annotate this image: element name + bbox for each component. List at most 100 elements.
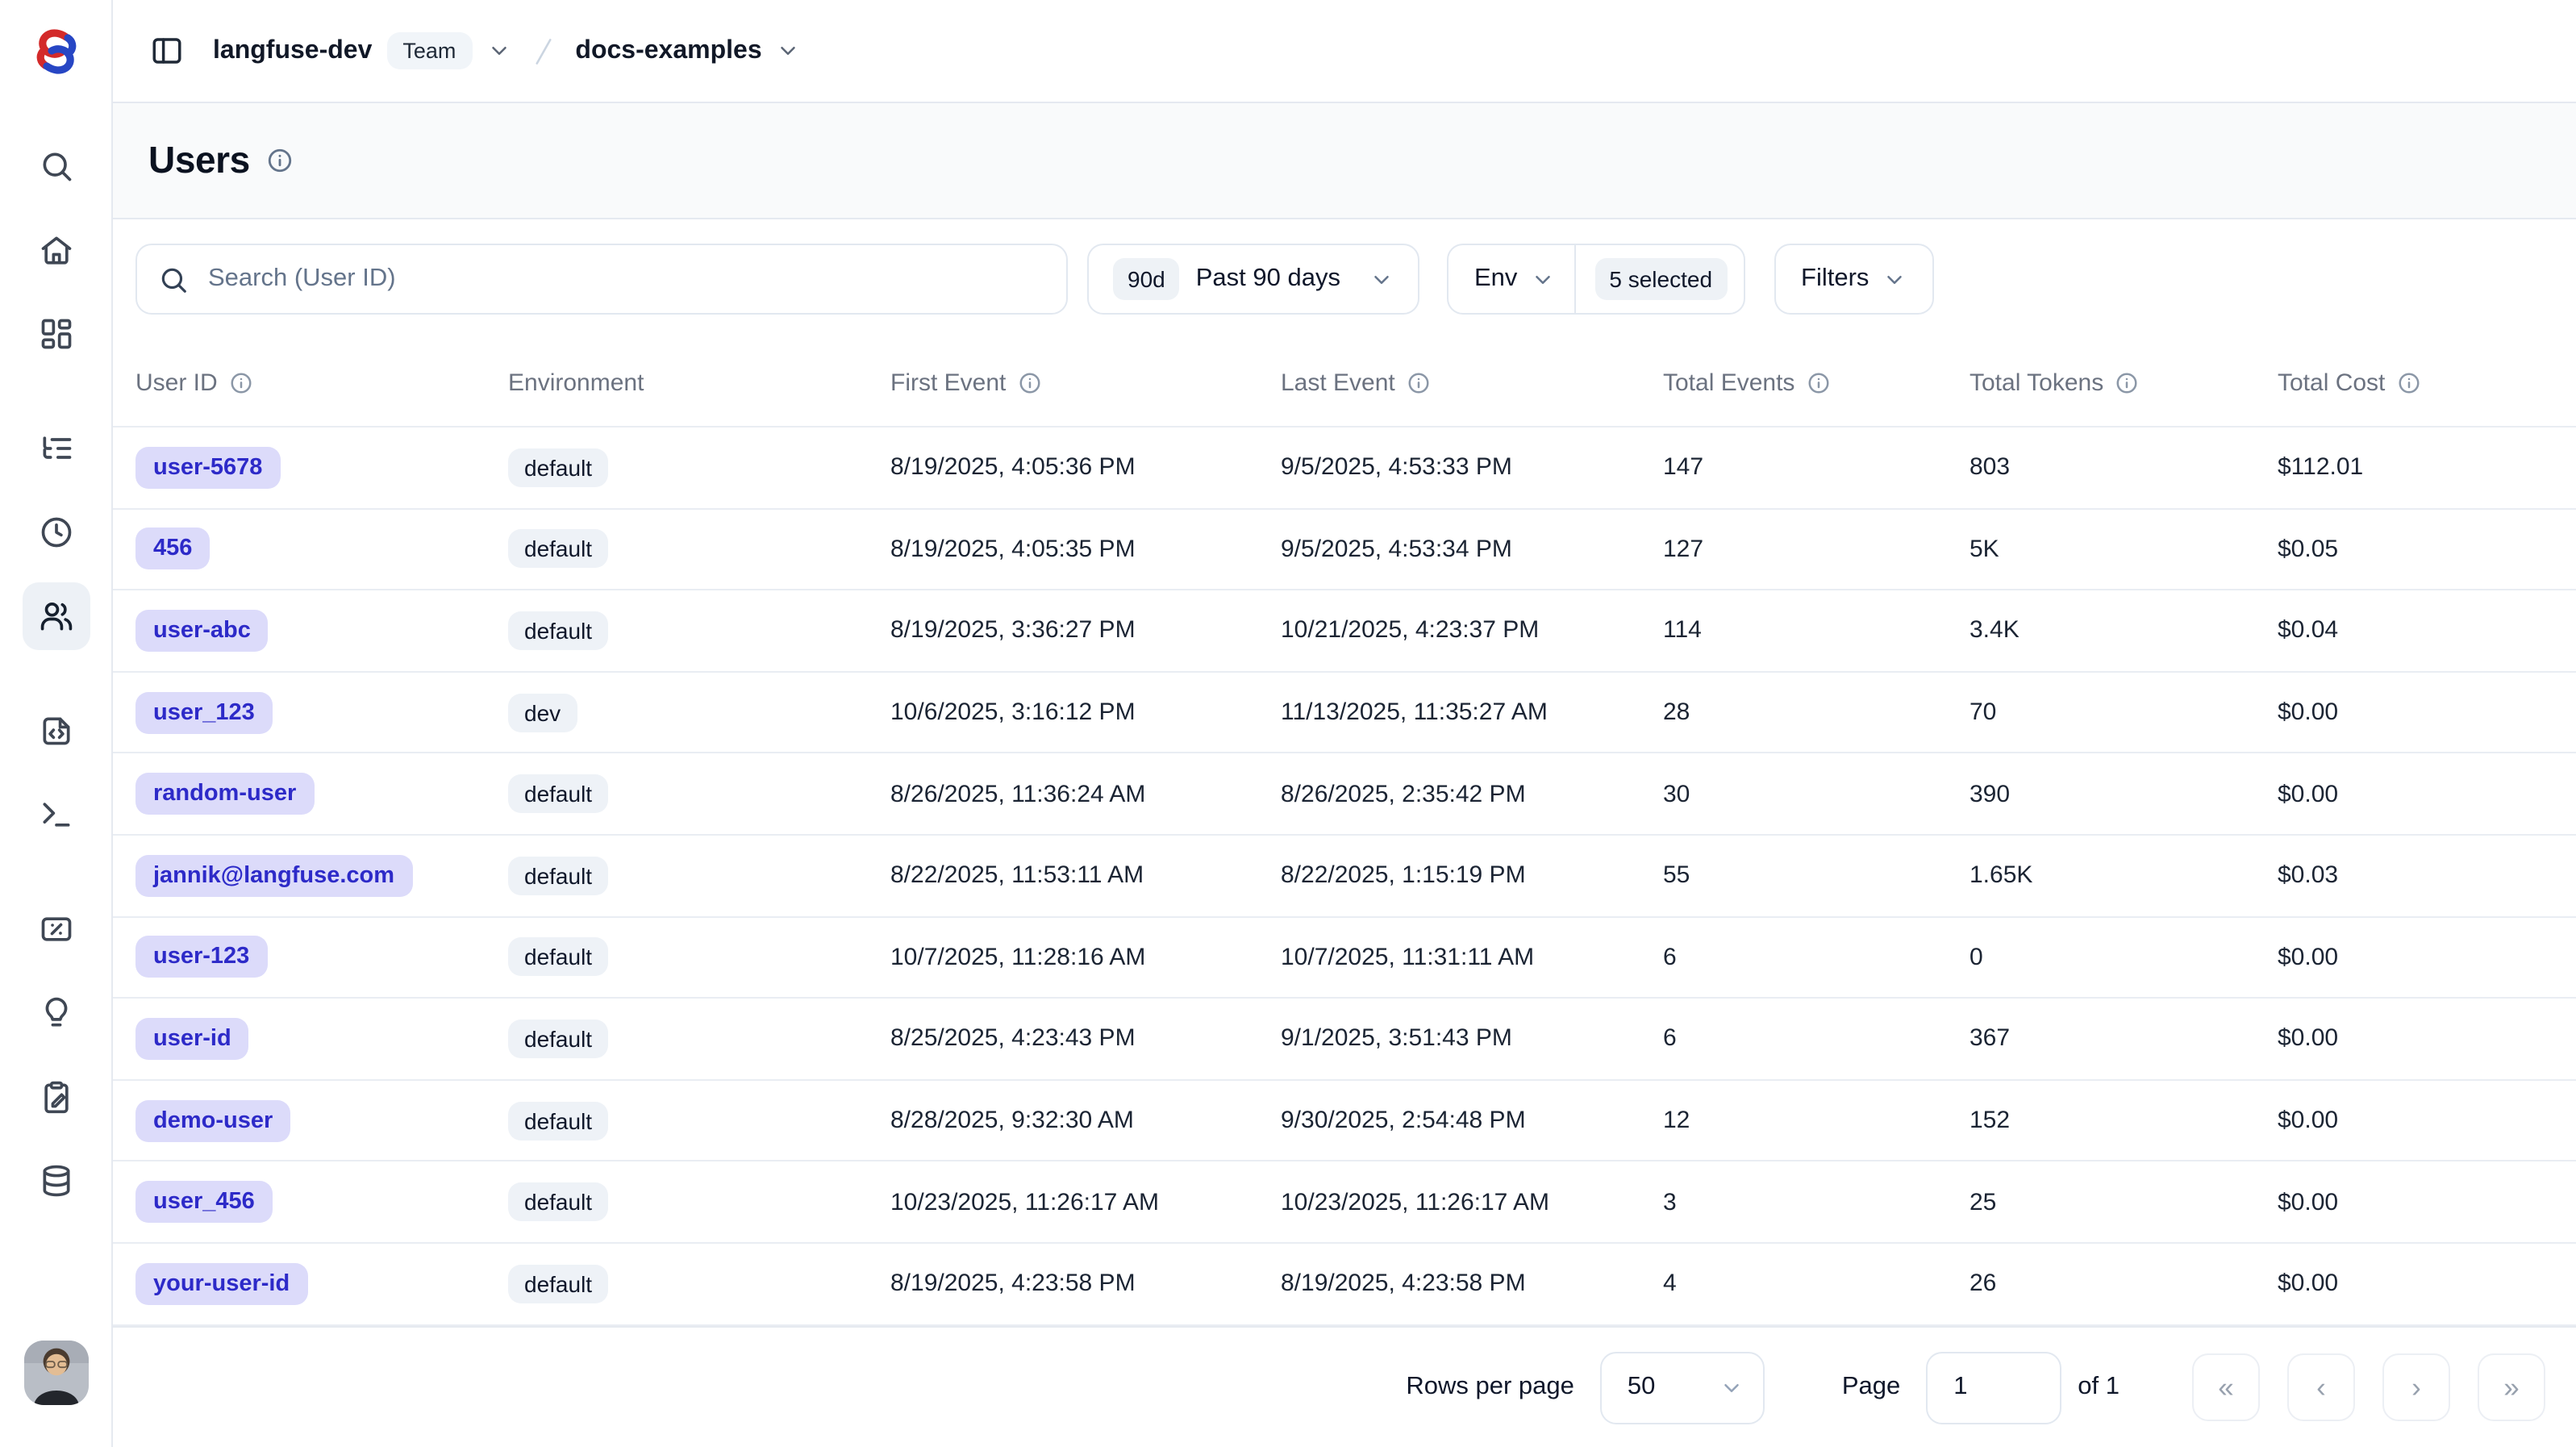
- environment-cell: default: [508, 448, 890, 487]
- scores-percent-icon: [38, 911, 73, 947]
- table-row[interactable]: jannik@langfuse.comdefault8/22/2025, 11:…: [113, 836, 2576, 917]
- user-id-cell: random-user: [113, 773, 508, 815]
- first-page-button[interactable]: «: [2192, 1353, 2260, 1421]
- langfuse-logo[interactable]: [0, 0, 111, 103]
- previous-page-button[interactable]: ‹: [2287, 1353, 2355, 1421]
- column-header-label: Environment: [508, 369, 644, 396]
- users-table: User IDEnvironmentFirst EventLast EventT…: [113, 339, 2576, 1326]
- datasets-database-icon: [38, 1163, 73, 1199]
- sidebar-item-insights[interactable]: [22, 979, 90, 1047]
- table-row[interactable]: your-user-iddefault8/19/2025, 4:23:58 PM…: [113, 1244, 2576, 1325]
- sidebar-item-users[interactable]: [22, 582, 90, 650]
- total-tokens-cell: 1.65K: [1970, 862, 2278, 890]
- sidebar-item-prompts[interactable]: [22, 697, 90, 765]
- total-cost-cell: $0.00: [2278, 944, 2576, 971]
- environment-badge: default: [508, 938, 608, 977]
- page-title-bar: Users: [113, 103, 2576, 219]
- total-cost-cell: $0.00: [2278, 1188, 2576, 1216]
- info-icon[interactable]: [229, 370, 253, 394]
- total-events-cell: 3: [1663, 1188, 1970, 1216]
- users-icon: [38, 598, 73, 634]
- table-row[interactable]: random-userdefault8/26/2025, 11:36:24 AM…: [113, 754, 2576, 836]
- total-tokens-cell: 70: [1970, 698, 2278, 726]
- sidebar-item-search[interactable]: [22, 132, 90, 200]
- info-icon[interactable]: [2396, 370, 2420, 394]
- environment-filter-button[interactable]: Env 5 selected: [1447, 244, 1744, 315]
- column-header-user-id: User ID: [113, 369, 508, 396]
- user-id-badge[interactable]: user-5678: [135, 447, 280, 489]
- search-box[interactable]: [135, 244, 1068, 315]
- info-icon[interactable]: [1806, 370, 1830, 394]
- search-icon: [158, 264, 189, 294]
- sidebar-item-evaluation[interactable]: [22, 1063, 90, 1131]
- column-header-total-tokens: Total Tokens: [1970, 369, 2278, 396]
- table-row[interactable]: demo-userdefault8/28/2025, 9:32:30 AM9/3…: [113, 1081, 2576, 1162]
- sidebar-item-dashboards[interactable]: [22, 300, 90, 368]
- table-row[interactable]: user-iddefault8/25/2025, 4:23:43 PM9/1/2…: [113, 999, 2576, 1080]
- date-range-button[interactable]: 90d Past 90 days: [1087, 244, 1419, 315]
- user-id-badge[interactable]: user-123: [135, 936, 267, 978]
- last-event-cell: 8/22/2025, 1:15:19 PM: [1281, 862, 1663, 890]
- user-id-badge[interactable]: user_456: [135, 1181, 273, 1223]
- last-event-cell: 9/1/2025, 3:51:43 PM: [1281, 1025, 1663, 1053]
- user-id-cell: user-id: [113, 1018, 508, 1060]
- breadcrumb: langfuse-dev Team docs-examples: [213, 32, 801, 69]
- rows-per-page-select[interactable]: 50: [1600, 1351, 1765, 1424]
- environment-selected-badge: 5 selected: [1594, 258, 1727, 300]
- table-row[interactable]: user-5678default8/19/2025, 4:05:36 PM9/5…: [113, 427, 2576, 509]
- table-row[interactable]: user-123default10/7/2025, 11:28:16 AM10/…: [113, 917, 2576, 999]
- table-header-row: User IDEnvironmentFirst EventLast EventT…: [113, 339, 2576, 427]
- user-id-cell: user-5678: [113, 447, 508, 489]
- org-name: langfuse-dev: [213, 36, 372, 65]
- info-icon[interactable]: [1407, 370, 1431, 394]
- last-event-cell: 9/30/2025, 2:54:48 PM: [1281, 1107, 1663, 1134]
- sidebar-item-scores[interactable]: [22, 895, 90, 963]
- first-event-cell: 10/23/2025, 11:26:17 AM: [890, 1188, 1281, 1216]
- sidebar-item-sessions[interactable]: [22, 498, 90, 566]
- page-number-input[interactable]: [1950, 1371, 2060, 1403]
- sidebar-item-home[interactable]: [22, 216, 90, 284]
- info-icon[interactable]: [1017, 370, 1041, 394]
- table-row[interactable]: user_456default10/23/2025, 11:26:17 AM10…: [113, 1162, 2576, 1244]
- column-header-total-cost: Total Cost: [2278, 369, 2576, 396]
- column-header-label: Last Event: [1281, 369, 1395, 396]
- sidebar-item-playground[interactable]: [22, 781, 90, 849]
- last-page-button[interactable]: »: [2478, 1353, 2545, 1421]
- chevron-down-icon: [777, 39, 801, 63]
- first-event-cell: 8/28/2025, 9:32:30 AM: [890, 1107, 1281, 1134]
- user-id-badge[interactable]: user-abc: [135, 610, 269, 652]
- user-id-badge[interactable]: jannik@langfuse.com: [135, 855, 412, 897]
- info-icon[interactable]: [2115, 370, 2139, 394]
- sidebar-item-datasets[interactable]: [22, 1147, 90, 1215]
- user-id-badge[interactable]: demo-user: [135, 1099, 290, 1141]
- pagination-nav: « ‹ › »: [2192, 1353, 2545, 1421]
- page-title-info-icon[interactable]: [266, 147, 294, 174]
- panel-left-icon: [150, 34, 184, 68]
- table-row[interactable]: 456default8/19/2025, 4:05:35 PM9/5/2025,…: [113, 509, 2576, 590]
- user-id-cell: your-user-id: [113, 1262, 508, 1304]
- total-cost-cell: $0.03: [2278, 862, 2576, 890]
- column-header-label: Total Cost: [2278, 369, 2385, 396]
- search-input[interactable]: [205, 263, 1045, 295]
- environment-badge: default: [508, 448, 608, 487]
- user-id-badge[interactable]: 456: [135, 528, 210, 570]
- playground-terminal-icon: [38, 797, 73, 832]
- org-switcher-button[interactable]: Team: [386, 32, 511, 69]
- filters-button[interactable]: Filters: [1774, 244, 1933, 315]
- table-row[interactable]: user-abcdefault8/19/2025, 3:36:27 PM10/2…: [113, 590, 2576, 672]
- user-id-badge[interactable]: your-user-id: [135, 1262, 307, 1304]
- user-id-badge[interactable]: user_123: [135, 691, 273, 733]
- rows-per-page-value: 50: [1628, 1373, 1656, 1402]
- next-page-button[interactable]: ›: [2382, 1353, 2450, 1421]
- sidebar-item-tracing[interactable]: [22, 415, 90, 482]
- last-event-cell: 9/5/2025, 4:53:34 PM: [1281, 536, 1663, 563]
- user-id-badge[interactable]: user-id: [135, 1018, 249, 1060]
- user-avatar[interactable]: [23, 1341, 88, 1405]
- user-id-cell: user-abc: [113, 610, 508, 652]
- last-event-cell: 10/7/2025, 11:31:11 AM: [1281, 944, 1663, 971]
- table-row[interactable]: user_123dev10/6/2025, 3:16:12 PM11/13/20…: [113, 673, 2576, 754]
- project-switcher-button[interactable]: docs-examples: [575, 36, 800, 65]
- sidebar-toggle-button[interactable]: [145, 29, 189, 73]
- user-id-badge[interactable]: random-user: [135, 773, 314, 815]
- first-event-cell: 8/22/2025, 11:53:11 AM: [890, 862, 1281, 890]
